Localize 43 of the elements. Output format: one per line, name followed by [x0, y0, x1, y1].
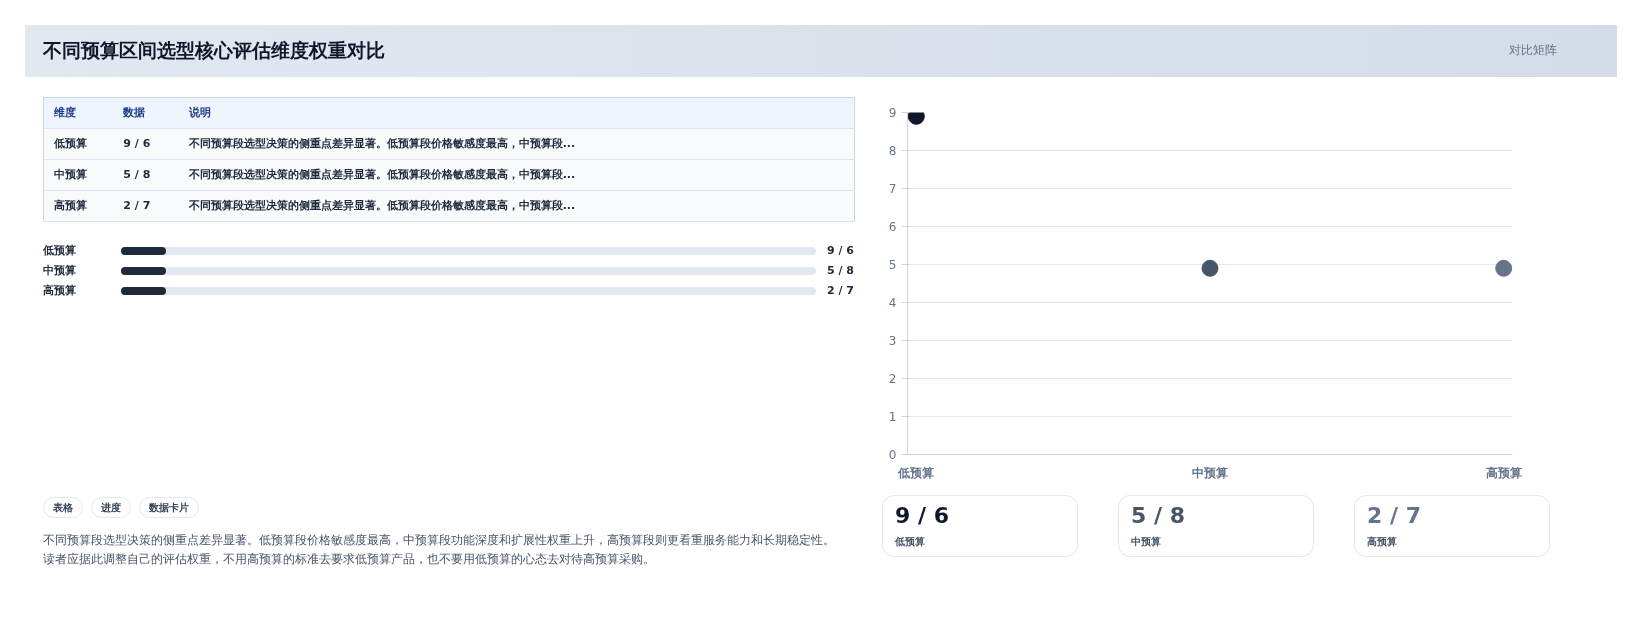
- text: 高预算: [43, 283, 77, 299]
- text: 5 / 8: [1131, 502, 1186, 530]
- text: 9 / 6: [826, 243, 854, 259]
- text: 不同预算区间选型核心评估维度权重对比: [43, 38, 385, 64]
- text: 低预算: [53, 136, 88, 153]
- y-tick-label: 8: [888, 144, 897, 158]
- y-tick-label: 6: [888, 220, 897, 234]
- text: 低预算: [895, 535, 926, 550]
- text: 2 / 7: [1367, 502, 1422, 530]
- y-tick-label: 9: [888, 106, 897, 120]
- y-tick-label: 7: [888, 182, 897, 196]
- y-tick-label: 4: [888, 296, 897, 310]
- text: 9 / 6: [895, 502, 950, 530]
- text: 5 / 8: [122, 167, 152, 184]
- text: 高预算: [53, 198, 88, 215]
- text: 5 / 8: [826, 263, 854, 279]
- text: 数据卡片: [139, 497, 199, 518]
- x-tick-label: 高预算: [1485, 465, 1522, 480]
- y-tick-label: 1: [888, 410, 897, 424]
- text: 不同预算段选型决策的侧重点差异显著。低预算段价格敏感度最高，中预算段...: [187, 136, 577, 153]
- text: 2 / 7: [122, 198, 152, 215]
- text: 进度: [91, 497, 131, 518]
- text: 数据: [122, 105, 147, 122]
- text: 中预算: [53, 167, 88, 184]
- text: 不同预算段选型决策的侧重点差异显著。低预算段价格敏感度最高，中预算段功能深度和扩展性权重上升，高预算段则更看重服务能力和长期稳定性。读者应据此调整自己的评估权重，不用高预算的标准去要求低预算产品，也不要用低预算的心态去对待高预算采购。: [43, 532, 836, 569]
- text: 2 / 7: [826, 283, 854, 299]
- y-tick-label: 5: [888, 258, 897, 272]
- text: 维度: [53, 105, 77, 122]
- text: 9 / 6: [122, 136, 152, 153]
- text: 中预算: [43, 263, 77, 279]
- y-tick-label: 3: [888, 334, 897, 348]
- text: 低预算: [43, 243, 77, 259]
- y-tick-label: 2: [888, 372, 897, 386]
- y-tick-label: 0: [888, 448, 897, 462]
- text: 不同预算段选型决策的侧重点差异显著。低预算段价格敏感度最高，中预算段...: [187, 167, 577, 184]
- text: 不同预算段选型决策的侧重点差异显著。低预算段价格敏感度最高，中预算段...: [187, 198, 577, 215]
- text: 表格: [43, 497, 83, 518]
- text: 高预算: [1367, 535, 1398, 550]
- text: 对比矩阵: [1509, 42, 1557, 60]
- text: 说明: [187, 105, 212, 122]
- x-tick-label: 低预算: [897, 465, 935, 480]
- x-tick-label: 中预算: [1192, 465, 1228, 480]
- text: 中预算: [1131, 535, 1162, 550]
